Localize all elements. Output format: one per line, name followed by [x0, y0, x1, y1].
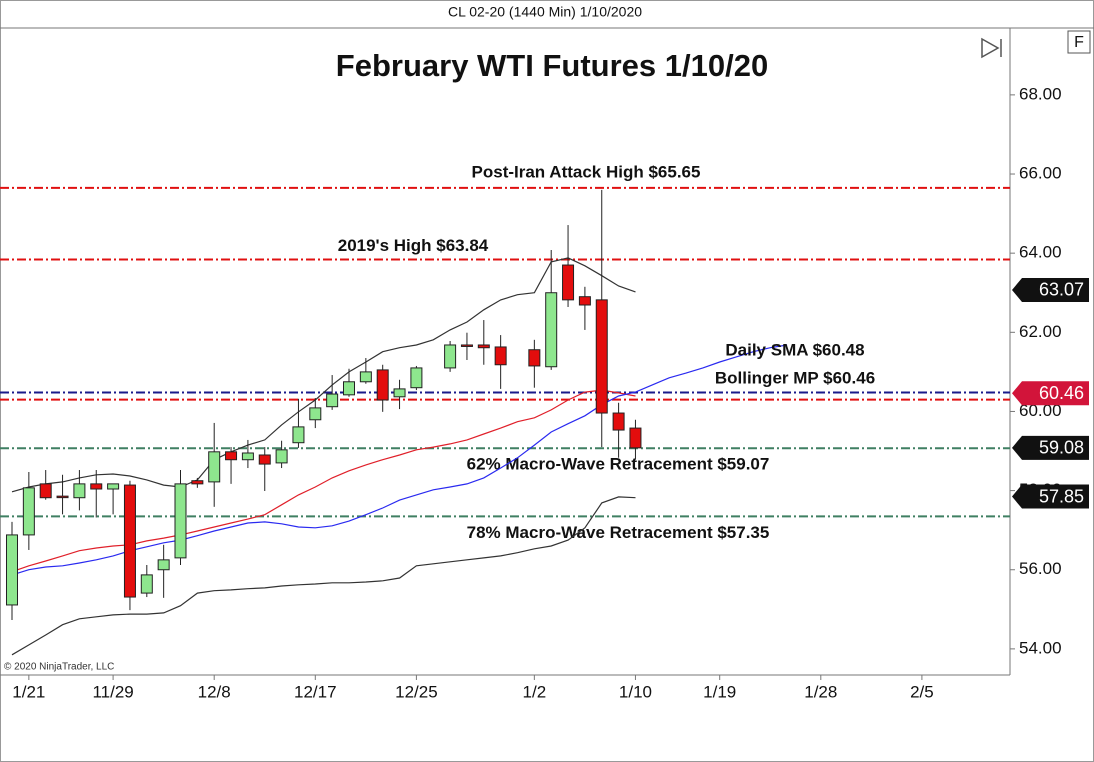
candle-body: [343, 381, 355, 396]
x-tick-label: 11/29: [92, 682, 133, 701]
y-tick-label: 66.00: [1019, 164, 1062, 183]
chart-title: February WTI Futures 1/10/20: [336, 48, 768, 83]
price-marker: [1012, 435, 1089, 460]
candle-body: [241, 452, 254, 461]
annotation: Bollinger MP $60.46: [715, 368, 875, 387]
panel-label: F: [1074, 34, 1084, 51]
candle-body: [174, 483, 187, 559]
candle-body: [6, 534, 18, 606]
x-tick-label: 1/19: [703, 682, 736, 701]
indicator-line: [11, 496, 636, 656]
candle-body: [477, 344, 490, 349]
y-tick-label: 68.00: [1019, 84, 1062, 103]
candle-body: [376, 369, 389, 401]
candle-body: [494, 346, 507, 366]
level-label: Post-Iran Attack High $65.65: [472, 162, 701, 181]
price-marker: [1012, 484, 1089, 509]
x-tick-label: 2/5: [910, 682, 934, 701]
price-marker-label: 60.46: [1039, 383, 1084, 403]
candle-body: [39, 483, 52, 499]
play-triangle: [981, 37, 1000, 59]
candle-body: [90, 483, 103, 490]
x-tick-label: 1/10: [619, 682, 652, 701]
candle-body: [258, 454, 271, 465]
y-tick-label: 64.00: [1019, 243, 1062, 262]
candle-body: [123, 484, 136, 598]
y-tick-label: 54.00: [1019, 638, 1062, 657]
indicator-line: [11, 344, 788, 576]
x-tick-label: 12/17: [294, 682, 337, 701]
indicator-line: [11, 389, 636, 573]
level-label: 78% Macro-Wave Retracement $57.35: [467, 523, 770, 542]
x-tick-label: 1/28: [804, 682, 837, 701]
y-tick-label: 60.00: [1019, 401, 1062, 420]
candle-body: [275, 449, 288, 464]
y-tick-label: 62.00: [1019, 322, 1062, 341]
candle-body: [460, 344, 473, 347]
candle-body: [191, 480, 204, 485]
candle-body: [528, 349, 541, 367]
candle-body: [22, 487, 35, 536]
candle-body: [140, 574, 153, 594]
candle-body: [393, 388, 406, 398]
candle-body: [410, 367, 423, 389]
price-marker: [1012, 381, 1089, 406]
candle-body: [562, 264, 575, 301]
x-tick-label: 12/25: [395, 682, 438, 701]
level-label: 2019's High $63.84: [338, 236, 489, 255]
candle-body: [225, 451, 238, 461]
indicator-line: [11, 257, 636, 493]
price-marker-label: 63.07: [1039, 280, 1084, 300]
copyright: © 2020 NinjaTrader, LLC: [4, 662, 114, 673]
level-label: 62% Macro-Wave Retracement $59.07: [467, 455, 770, 474]
price-marker-label: 59.08: [1039, 438, 1084, 458]
play-icon[interactable]: [981, 37, 1002, 59]
candle-body: [107, 483, 120, 490]
x-tick-label: 1/2: [523, 682, 547, 701]
annotation: Daily SMA $60.48: [725, 340, 864, 359]
chart-header: CL 02-20 (1440 Min) 1/10/2020: [448, 4, 642, 20]
candle-body: [157, 559, 170, 571]
candle-body: [359, 371, 372, 383]
candle-body: [208, 451, 221, 483]
candle-body: [56, 495, 69, 499]
candle-body: [73, 483, 86, 499]
candle-body: [326, 393, 339, 408]
x-tick-label: 1/21: [12, 682, 45, 701]
price-marker: [1012, 277, 1089, 302]
x-tick-label: 12/8: [198, 682, 231, 701]
candle-body: [612, 412, 625, 431]
candle-body: [444, 344, 457, 369]
candle-body: [309, 407, 322, 421]
candle-body: [292, 426, 305, 444]
candle-body: [595, 299, 608, 414]
candle-body: [545, 292, 558, 368]
candle-body: [629, 427, 642, 449]
y-tick-label: 56.00: [1019, 559, 1062, 578]
panel-box[interactable]: [1067, 30, 1091, 54]
candle-body: [578, 296, 591, 306]
price-marker-label: 57.85: [1039, 486, 1084, 506]
